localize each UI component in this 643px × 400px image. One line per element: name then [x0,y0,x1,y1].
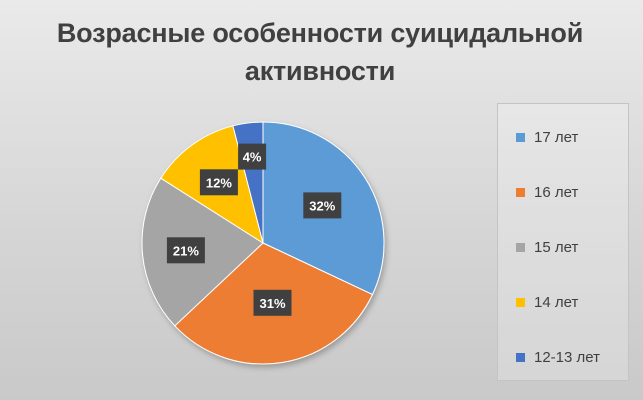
data-label-15: 21% [166,237,205,264]
legend-item-15: 15 лет [516,235,578,259]
chart-title-line-1: Возрасные особенности суицидальной [56,18,584,48]
legend-swatch-15 [516,242,525,252]
data-label-bg-16 [253,289,292,316]
data-label-bg-17 [303,192,342,219]
data-label-text-12-13: 4% [243,150,262,165]
data-label-text-16: 31% [259,296,285,311]
data-label-bg-15 [166,237,205,264]
legend-swatch-17 [516,132,525,142]
data-label-16: 31% [253,289,292,316]
legend-label-12-13: 12-13 лет [534,348,600,366]
legend-swatch-14 [516,297,525,307]
legend-item-16: 16 лет [516,180,578,204]
data-label-text-15: 21% [173,243,199,258]
legend-swatch-12-13 [516,352,525,362]
legend-label-17: 17 лет [534,128,579,146]
data-label-14: 12% [199,169,238,196]
legend-label-16: 16 лет [534,183,579,201]
data-label-bg-14 [199,169,238,196]
data-label-text-14: 12% [206,175,232,190]
legend-item-14: 14 лет [516,290,578,314]
data-label-bg-12-13 [238,143,267,170]
legend: 17 лет 16 лет 15 лет 14 лет 12-13 лет [497,103,629,381]
legend-item-12-13: 12-13 лет [516,345,600,369]
data-label-17: 32% [303,192,342,219]
legend-label-14: 14 лет [534,293,579,311]
chart-title-line-2: активности [244,56,396,86]
legend-label-15: 15 лет [534,238,579,256]
data-label-text-17: 32% [309,198,335,213]
chart-title: Возрасные особенности суицидальной актив… [40,14,600,90]
data-label-12-13: 4% [238,143,267,170]
legend-item-17: 17 лет [516,125,578,149]
legend-swatch-16 [516,187,525,197]
